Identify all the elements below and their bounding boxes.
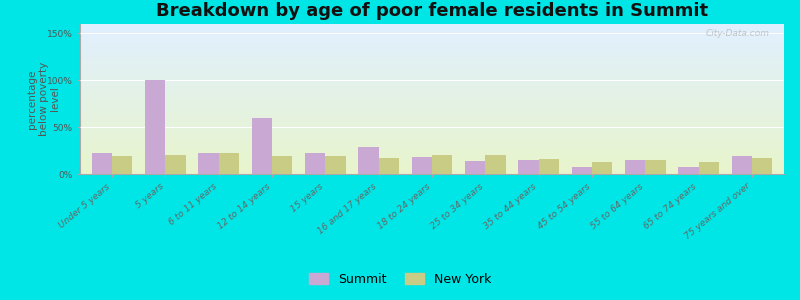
Bar (326, 156, 346, 174)
Bar (592, 162, 612, 174)
Bar (752, 158, 772, 174)
Bar (252, 118, 272, 174)
Bar (518, 160, 538, 174)
Bar (272, 156, 292, 174)
Bar (732, 156, 752, 174)
Bar (465, 161, 486, 174)
Bar (625, 160, 646, 174)
Bar (572, 167, 592, 174)
Bar (432, 155, 452, 174)
Bar (145, 80, 166, 174)
Legend: Summit, New York: Summit, New York (304, 268, 496, 291)
Bar (218, 153, 239, 174)
Bar (538, 159, 559, 174)
Bar (646, 160, 666, 174)
Bar (305, 153, 326, 174)
Bar (92, 153, 112, 174)
Text: City-Data.com: City-Data.com (706, 28, 770, 38)
Bar (166, 155, 186, 174)
Y-axis label: percentage
below poverty
level: percentage below poverty level (27, 62, 60, 136)
Title: Breakdown by age of poor female residents in Summit: Breakdown by age of poor female resident… (156, 2, 708, 20)
Bar (378, 158, 399, 174)
Bar (486, 155, 506, 174)
Bar (358, 147, 378, 174)
Bar (198, 153, 218, 174)
Bar (112, 156, 132, 174)
Bar (678, 167, 698, 174)
Bar (698, 162, 719, 174)
Bar (412, 157, 432, 174)
